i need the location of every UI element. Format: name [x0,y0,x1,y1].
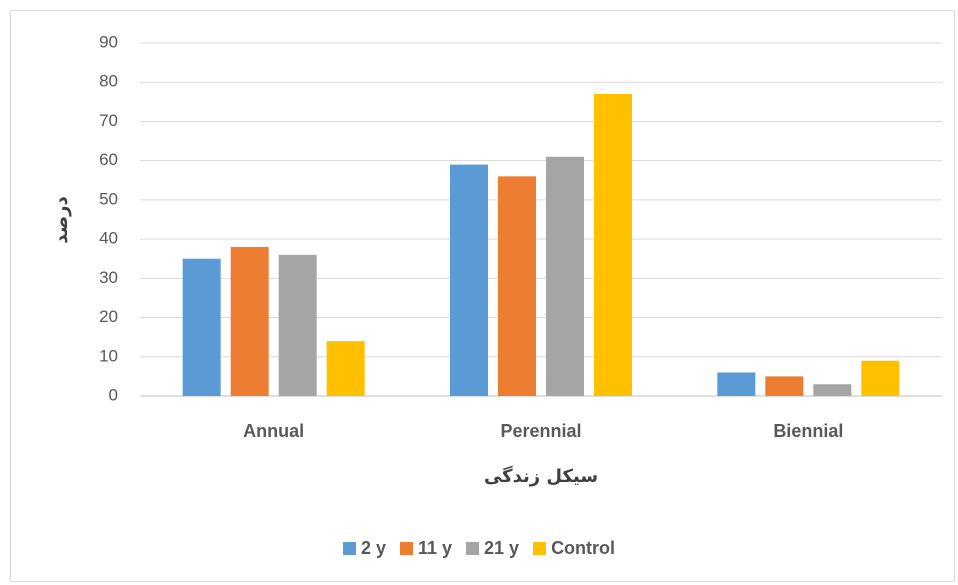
y-tick-label: 50 [99,189,118,208]
legend-swatch [399,542,413,555]
legend-swatch [466,542,480,555]
legend-item: 11 y [399,538,453,559]
bar [182,258,221,396]
legend-label: 2 y [360,538,386,558]
bar [813,384,852,396]
x-tick-label: Biennial [773,421,843,441]
bar [450,164,488,396]
legend-label: Control [551,538,616,558]
legend: 2 y 11 y 21 y Control [0,538,958,559]
y-axis-label: درصد [51,196,72,243]
y-tick-label: 10 [99,346,118,365]
bar [278,254,317,396]
y-tick-label: 20 [99,307,118,326]
legend-swatch [533,542,547,555]
y-tick-label: 60 [99,150,118,169]
x-tick-label: Perennial [500,421,581,441]
legend-swatch [342,542,356,555]
bar [498,176,536,396]
bar [717,372,756,396]
legend-label: 21 y [484,538,520,558]
y-tick-label: 80 [99,72,118,91]
bar [326,341,365,396]
legend-item: 2 y [342,538,386,559]
bar [765,376,804,396]
y-tick-label: 70 [99,111,118,130]
bar [861,360,900,396]
y-tick-label: 30 [99,268,118,287]
x-tick-label: Annual [243,421,304,441]
y-tick-label: 90 [99,32,118,51]
y-tick-label: 40 [99,229,118,248]
bar [230,246,269,396]
bar [594,93,632,396]
y-tick-label: 0 [109,385,118,404]
bar [546,156,584,396]
legend-item: Control [533,538,615,559]
legend-item: 21 y [466,538,519,559]
legend-label: 11 y [417,538,453,558]
x-axis-label: سیکل زندگی [484,465,598,487]
